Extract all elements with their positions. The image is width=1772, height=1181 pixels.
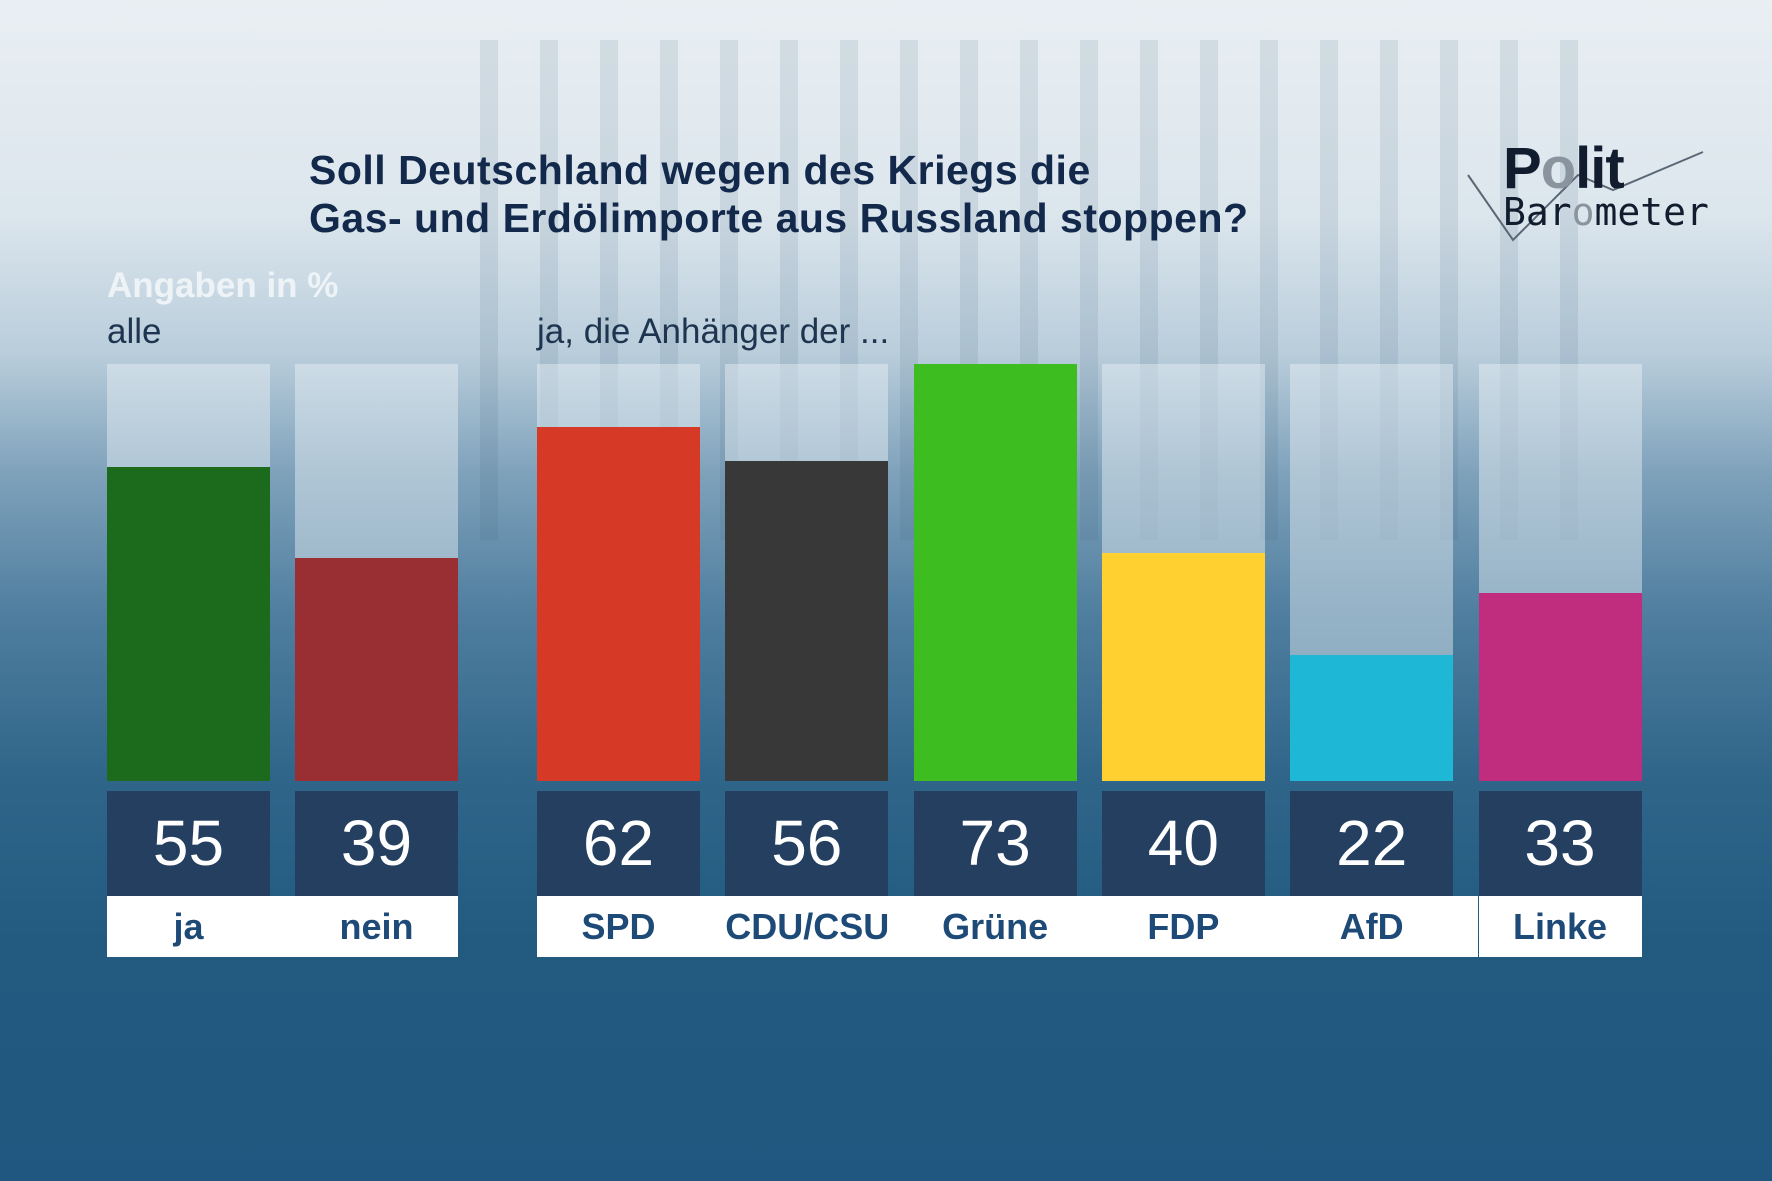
checkmark-icon bbox=[1467, 151, 1704, 242]
category-label: CDU/CSU bbox=[725, 896, 914, 957]
category-label: Grüne bbox=[913, 896, 1102, 957]
value-label: 40 bbox=[1101, 791, 1265, 896]
category-label: SPD bbox=[537, 896, 726, 957]
unit-label: Angaben in % bbox=[107, 266, 339, 305]
bar-track bbox=[725, 364, 889, 781]
value-label: 73 bbox=[913, 791, 1077, 896]
title-line: Gas- und Erdölimporte aus Russland stopp… bbox=[309, 195, 1249, 241]
category-label: ja bbox=[107, 896, 295, 957]
bar-track bbox=[1290, 364, 1454, 781]
category-label: FDP bbox=[1101, 896, 1291, 957]
bar-fill bbox=[725, 461, 889, 781]
bar-fill bbox=[1478, 592, 1642, 781]
bar-track bbox=[1478, 364, 1642, 781]
group-label-parties: ja, die Anhänger der ... bbox=[537, 312, 890, 351]
value-label: 39 bbox=[295, 791, 458, 896]
bar-fill bbox=[295, 558, 458, 781]
value-label: 55 bbox=[107, 791, 270, 896]
bar-track bbox=[295, 364, 458, 781]
category-label: Linke bbox=[1478, 896, 1642, 957]
chart-title: Soll Deutschland wegen des Kriegs die Ga… bbox=[309, 146, 1249, 242]
bar-fill bbox=[1101, 552, 1265, 781]
value-label: 56 bbox=[725, 791, 889, 896]
category-label: nein bbox=[295, 896, 458, 957]
group-label-all: alle bbox=[107, 312, 162, 351]
category-label: AfD bbox=[1290, 896, 1479, 957]
title-line: Soll Deutschland wegen des Kriegs die bbox=[309, 147, 1091, 193]
bar-fill bbox=[107, 466, 270, 781]
bar-fill bbox=[1290, 655, 1454, 781]
politbarometer-logo: Polit Barometer bbox=[1458, 130, 1709, 250]
value-label: 22 bbox=[1290, 791, 1454, 896]
bar-track bbox=[1101, 364, 1265, 781]
bar-track bbox=[913, 364, 1077, 781]
bar-track bbox=[107, 364, 270, 781]
bar-fill bbox=[913, 364, 1077, 781]
value-label: 33 bbox=[1478, 791, 1642, 896]
value-label: 62 bbox=[537, 791, 700, 896]
bar-fill bbox=[537, 426, 700, 781]
bar-track bbox=[537, 364, 700, 781]
